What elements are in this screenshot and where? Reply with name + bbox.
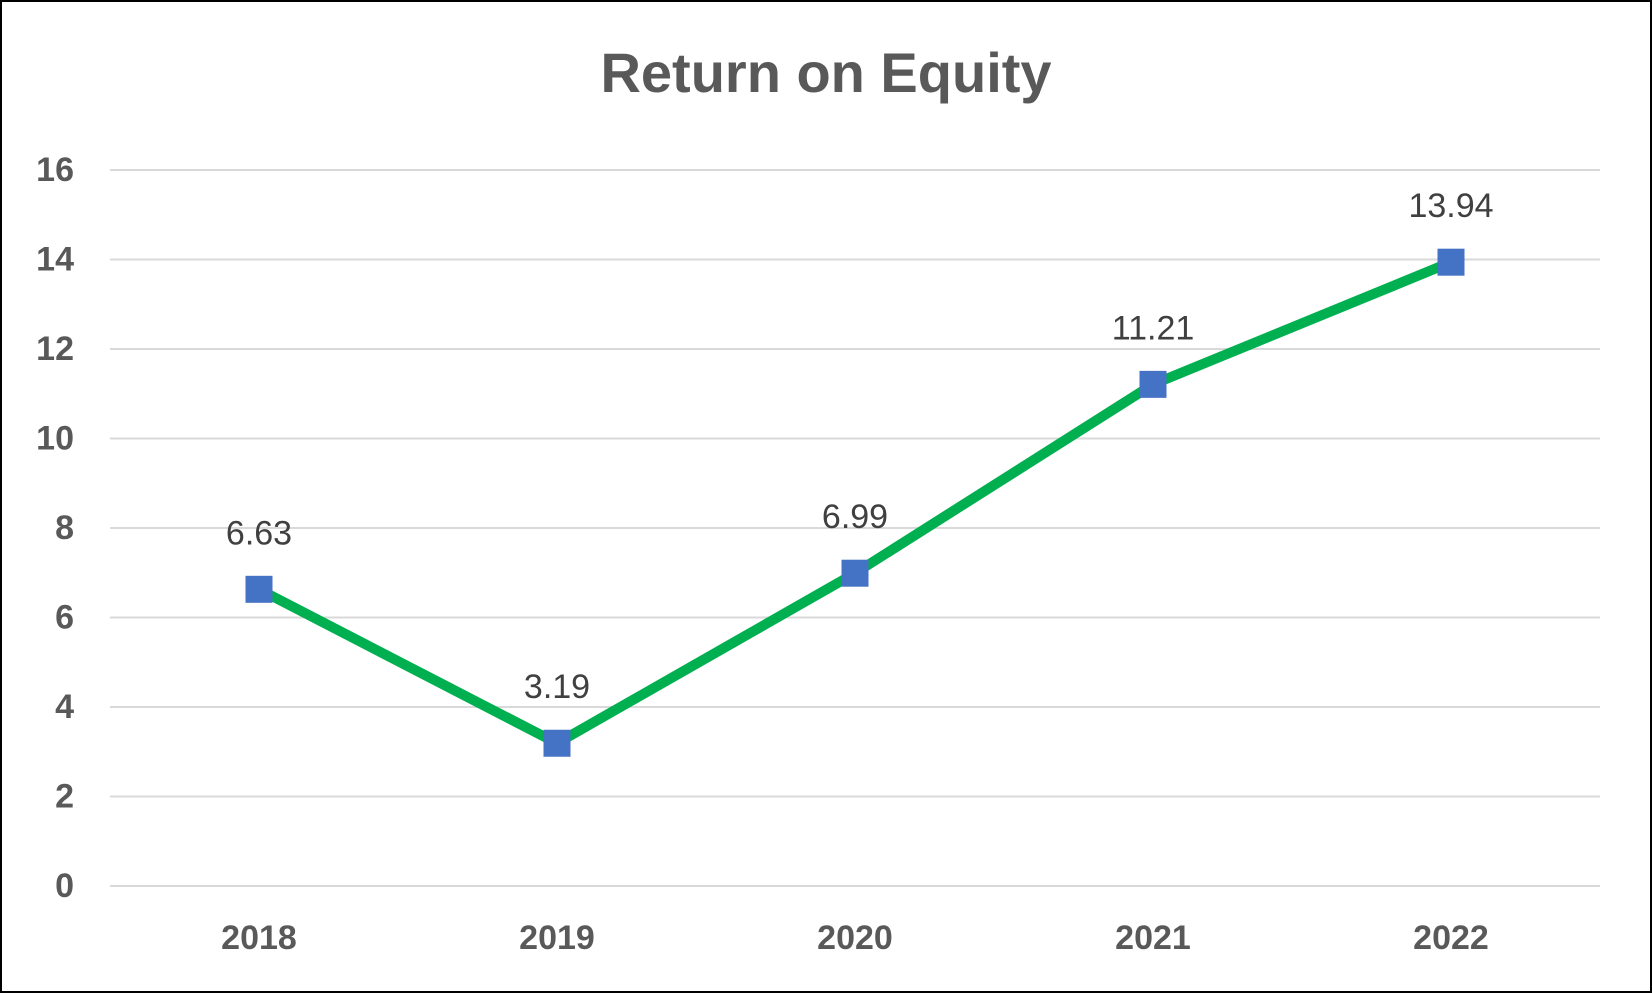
x-tick-label-2020: 2020 [817, 919, 893, 957]
data-label-2018: 6.63 [226, 514, 292, 552]
y-tick-label-0: 0 [55, 867, 74, 905]
x-tick-label-2018: 2018 [221, 919, 297, 957]
data-labels: 6.63 3.19 6.99 11.21 13.94 [226, 187, 1494, 706]
data-label-2022: 13.94 [1408, 187, 1493, 225]
series-roe [245, 248, 1465, 757]
y-tick-label-14: 14 [36, 241, 74, 279]
y-tick-label-6: 6 [55, 599, 74, 637]
point-marker-2019 [543, 729, 571, 757]
y-tick-label-2: 2 [55, 778, 74, 816]
x-tick-label-2019: 2019 [519, 919, 595, 957]
point-marker-2022 [1437, 248, 1465, 276]
y-axis-tick-labels: 0 2 4 6 8 10 12 14 16 [36, 151, 74, 905]
y-tick-label-16: 16 [36, 151, 74, 189]
point-marker-2018 [245, 575, 273, 603]
point-marker-2020 [841, 559, 869, 587]
data-label-2021: 11.21 [1112, 309, 1195, 347]
gridlines [110, 169, 1600, 887]
point-marker-2021 [1139, 370, 1167, 398]
x-axis-tick-labels: 2018 2019 2020 2021 2022 [221, 919, 1489, 957]
chart-title: Return on Equity [600, 41, 1052, 104]
data-label-2020: 6.99 [822, 498, 888, 536]
x-tick-label-2021: 2021 [1115, 919, 1191, 957]
y-tick-label-4: 4 [55, 688, 74, 726]
y-tick-label-8: 8 [55, 509, 74, 547]
y-tick-label-12: 12 [36, 330, 74, 368]
x-tick-label-2022: 2022 [1413, 919, 1489, 957]
y-tick-label-10: 10 [36, 420, 74, 458]
data-label-2019: 3.19 [524, 668, 590, 706]
